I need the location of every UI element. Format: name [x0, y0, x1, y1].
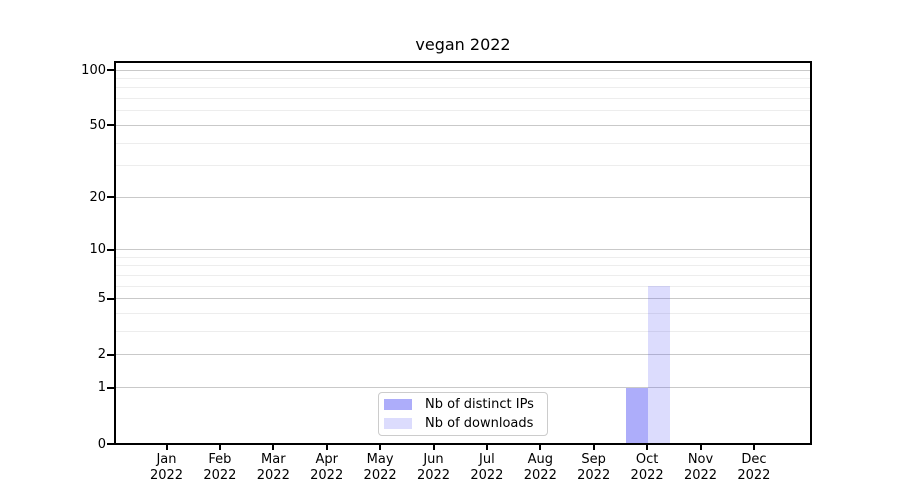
x-tick	[539, 444, 542, 450]
x-tick-month: Mar	[261, 452, 286, 467]
x-tick	[165, 444, 168, 450]
y-tick-label: 2	[97, 347, 106, 363]
gridline-major	[115, 196, 811, 198]
y-tick	[107, 297, 115, 300]
x-tick-year: 2022	[203, 468, 237, 483]
y-tick	[107, 248, 115, 251]
x-tick-label: Aug 2022	[505, 452, 575, 484]
y-tick-label: 100	[81, 62, 106, 78]
y-tick-label: 1	[97, 380, 106, 396]
bar-distinct-ips	[625, 387, 648, 444]
gridline-minor	[115, 110, 811, 112]
y-tick	[107, 69, 115, 72]
y-tick	[107, 443, 115, 445]
gridline-major	[115, 387, 811, 389]
x-tick-label: Jun 2022	[399, 452, 469, 484]
gridline-minor	[115, 331, 811, 333]
y-tick	[107, 386, 115, 389]
x-tick-year: 2022	[416, 468, 451, 483]
gridline-minor	[115, 285, 811, 287]
x-tick	[592, 444, 595, 450]
x-tick-label: Jan 2022	[132, 452, 202, 484]
y-tick-label: 0	[97, 436, 106, 452]
x-tick-label: Oct 2022	[612, 452, 682, 484]
x-tick-year: 2022	[737, 468, 771, 483]
y-tick	[107, 196, 115, 199]
x-tick-month: Feb	[208, 452, 232, 467]
x-tick	[699, 444, 702, 450]
y-tick-label: 50	[89, 117, 106, 133]
x-tick-label: Nov 2022	[666, 452, 736, 484]
legend-label-distinct-ips: Nb of distinct IPs	[425, 397, 534, 413]
x-tick-label: Jul 2022	[452, 452, 522, 484]
x-tick-label: Sep 2022	[559, 452, 629, 484]
y-tick-label: 5	[97, 291, 106, 307]
x-tick	[432, 444, 435, 450]
x-tick-year: 2022	[363, 468, 397, 483]
x-tick-month: May	[366, 452, 394, 467]
x-tick	[752, 444, 755, 450]
gridline-major	[115, 249, 811, 251]
gridline-minor	[115, 265, 811, 267]
x-tick-month: Aug	[527, 452, 553, 467]
legend-swatch-distinct-ips	[384, 399, 412, 411]
x-tick-label: Apr 2022	[292, 452, 362, 484]
x-tick-month: Nov	[687, 452, 714, 467]
x-tick-year: 2022	[523, 468, 557, 483]
gridline-minor	[115, 256, 811, 258]
legend-label-downloads: Nb of downloads	[425, 415, 534, 431]
x-tick-year: 2022	[149, 468, 184, 483]
gridline-minor	[115, 313, 811, 315]
x-tick-year: 2022	[630, 468, 664, 483]
legend-item-distinct-ips: Nb of distinct IPs	[384, 396, 542, 414]
x-tick-month: Dec	[741, 452, 767, 467]
x-tick-label: May 2022	[345, 452, 415, 484]
x-tick	[379, 444, 382, 450]
x-tick-month: Sep	[581, 452, 606, 467]
x-tick-month: Jan	[156, 452, 177, 467]
gridline-minor	[115, 87, 811, 89]
legend-item-downloads: Nb of downloads	[384, 414, 542, 432]
gridline-major	[115, 354, 811, 356]
gridline-major	[115, 298, 811, 300]
y-tick	[107, 124, 115, 127]
chart-title: vegan 2022	[415, 35, 511, 54]
bar-downloads	[647, 286, 670, 444]
gridline-minor	[115, 275, 811, 277]
x-tick-label: Dec 2022	[719, 452, 789, 484]
x-tick-year: 2022	[683, 468, 718, 483]
x-tick-year: 2022	[256, 468, 290, 483]
gridline-minor	[115, 142, 811, 144]
gridline-major	[115, 124, 811, 126]
gridline-minor	[115, 165, 811, 167]
legend-swatch-downloads	[384, 417, 412, 429]
gridline-major	[115, 69, 811, 71]
x-tick	[272, 444, 275, 450]
x-tick-month: Jul	[479, 452, 495, 467]
x-tick-month: Jun	[423, 452, 444, 467]
y-tick	[107, 353, 115, 356]
x-tick-month: Oct	[635, 452, 659, 467]
x-tick-year: 2022	[577, 468, 611, 483]
x-tick-year: 2022	[470, 468, 504, 483]
plot-area	[107, 61, 812, 450]
gridline-minor	[115, 78, 811, 80]
x-tick-label: Feb 2022	[185, 452, 255, 484]
x-tick	[325, 444, 328, 450]
x-tick-year: 2022	[310, 468, 344, 483]
x-tick-month: Apr	[315, 452, 338, 467]
x-tick-label: Mar 2022	[238, 452, 308, 484]
x-tick	[485, 444, 488, 450]
x-tick	[218, 444, 221, 450]
y-tick-label: 20	[89, 189, 106, 205]
x-tick	[646, 444, 649, 450]
y-tick-label: 10	[89, 242, 106, 258]
legend: Nb of distinct IPs Nb of downloads	[378, 392, 548, 436]
gridline-minor	[115, 98, 811, 100]
